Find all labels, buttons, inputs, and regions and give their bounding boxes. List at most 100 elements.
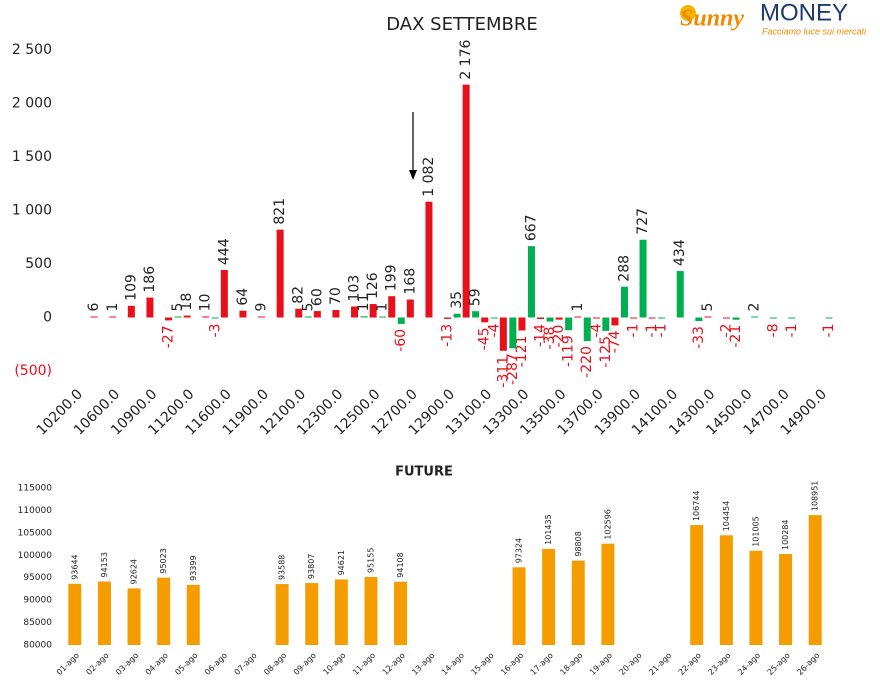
- bar: [676, 271, 684, 318]
- data-label: 102596: [603, 509, 612, 540]
- bar: [620, 286, 628, 318]
- bar: [186, 584, 200, 645]
- bar: [527, 246, 535, 318]
- y-tick-label: 1 000: [12, 203, 52, 219]
- data-label: 5: [300, 303, 316, 312]
- bar: [537, 317, 545, 319]
- bar: [769, 317, 777, 319]
- data-label: 126: [365, 272, 381, 299]
- logo-name: MONEY: [760, 0, 848, 26]
- data-label: -2: [719, 324, 735, 338]
- data-label: -33: [691, 326, 707, 349]
- data-label: 95023: [159, 548, 168, 573]
- bar: [695, 317, 703, 322]
- data-label: 94621: [337, 550, 346, 575]
- bar: [499, 317, 507, 351]
- data-label: -121: [514, 335, 530, 367]
- data-label: -1: [644, 324, 660, 338]
- bar: [127, 305, 135, 318]
- bar: [601, 543, 615, 645]
- data-label: 10: [198, 294, 214, 312]
- data-label: -1: [626, 324, 642, 338]
- bar: [723, 317, 731, 319]
- bar: [397, 317, 405, 324]
- bar: [808, 515, 822, 645]
- data-label: 667: [523, 214, 539, 241]
- bar: [360, 316, 368, 318]
- bar: [751, 316, 759, 318]
- bar: [732, 317, 740, 320]
- data-label: -27: [161, 325, 177, 348]
- data-label: 186: [142, 266, 158, 293]
- bar: [183, 315, 191, 318]
- data-label: 821: [272, 198, 288, 225]
- data-label: -125: [598, 336, 614, 368]
- bar: [127, 588, 141, 645]
- bar: [825, 317, 833, 319]
- y-tick-label: 80000: [23, 641, 52, 651]
- data-label: -45: [477, 327, 493, 350]
- bar: [334, 579, 348, 645]
- data-label: -3: [207, 324, 223, 338]
- bar: [574, 316, 582, 318]
- data-label: 1: [105, 303, 121, 312]
- data-label: 35: [449, 291, 465, 309]
- bar: [379, 316, 387, 318]
- arrow-head: [409, 170, 417, 180]
- data-label: 101005: [751, 516, 760, 547]
- data-label: 2 176: [458, 39, 474, 79]
- bar: [394, 581, 408, 645]
- bar: [565, 317, 573, 331]
- data-label: 82: [291, 286, 307, 304]
- data-label: 2: [747, 303, 763, 312]
- bar: [481, 317, 489, 323]
- data-label: -20: [551, 325, 567, 348]
- bar: [211, 317, 219, 319]
- data-label: 18: [179, 293, 195, 311]
- bar: [512, 567, 526, 645]
- logo-tagline: Facciamo luce sui mercati: [762, 26, 867, 36]
- data-label: -60: [393, 329, 409, 352]
- bar: [276, 229, 284, 318]
- bar: [788, 317, 796, 319]
- y-tick-label: 105000: [18, 528, 53, 538]
- data-label: -14: [533, 324, 549, 347]
- bar: [97, 581, 111, 645]
- bar: [90, 316, 98, 318]
- bar: [462, 84, 470, 318]
- data-label: -4: [486, 323, 502, 337]
- data-label: 97324: [515, 538, 524, 563]
- y-tick-label: 100000: [18, 551, 53, 561]
- bar: [583, 317, 591, 342]
- data-label: -1: [821, 324, 837, 338]
- data-label: -38: [542, 327, 558, 350]
- data-label: 6: [86, 303, 102, 312]
- data-label: -74: [607, 330, 623, 353]
- bar: [425, 201, 433, 318]
- bar: [592, 317, 600, 319]
- bar: [546, 317, 554, 322]
- bar: [555, 317, 563, 320]
- y-tick-label: 110000: [18, 506, 53, 516]
- data-label: 100284: [781, 519, 790, 550]
- bar: [639, 239, 647, 318]
- data-label: 5: [170, 303, 186, 312]
- bar: [313, 311, 321, 318]
- y-tick-label: 85000: [23, 618, 52, 628]
- data-label: 9: [254, 303, 270, 312]
- data-label: 98808: [574, 531, 583, 556]
- data-label: -220: [579, 346, 595, 378]
- data-label: 168: [402, 268, 418, 295]
- data-label: -8: [765, 324, 781, 338]
- data-label: -21: [728, 325, 744, 348]
- annotation-arrow: [409, 112, 417, 180]
- y-tick-label: 1 500: [12, 149, 52, 165]
- y-tick-label: (500): [14, 363, 52, 379]
- bar: [304, 316, 312, 318]
- data-label: 1: [570, 303, 586, 312]
- bar: [388, 296, 396, 318]
- data-label: -287: [505, 353, 521, 385]
- bar: [648, 317, 656, 319]
